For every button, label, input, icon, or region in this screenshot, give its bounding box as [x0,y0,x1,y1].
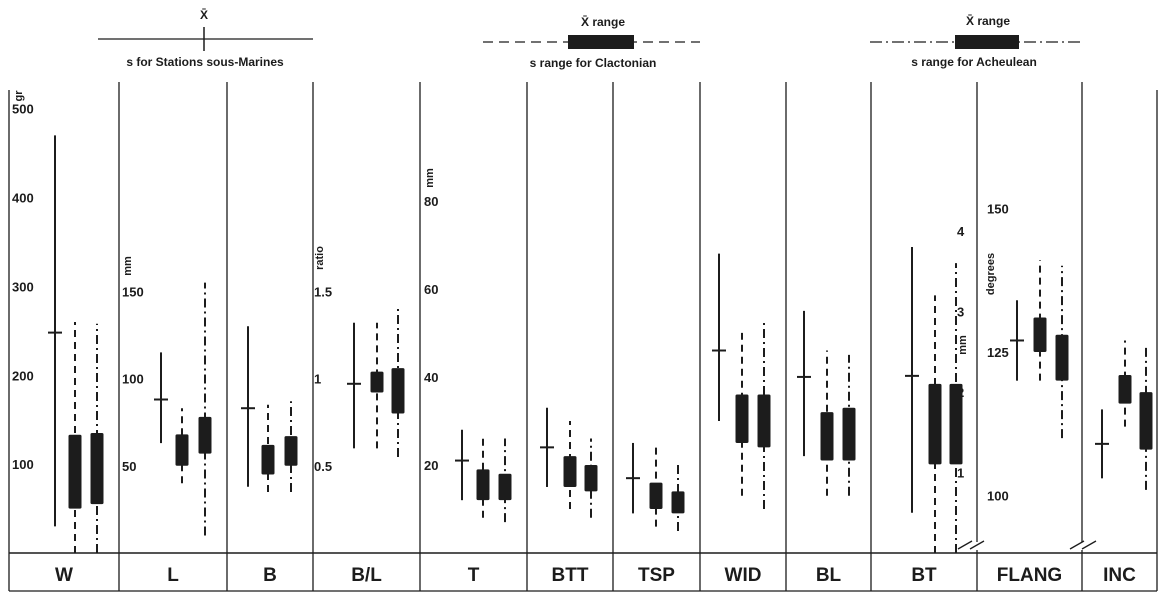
variable-label: B [263,565,277,586]
unit-label: mm [424,168,436,188]
axis-break-gap [1070,542,1098,550]
tick-label: 1.5 [314,284,332,299]
variable-label: W [55,565,73,586]
unit-label: mm [957,335,969,355]
tick-label: 100 [12,457,34,472]
clac-mean-box [735,394,749,443]
axis-break-mark [1081,540,1097,550]
clac-mean-box [370,371,384,393]
tick-label: 50 [122,459,136,474]
tick-label: 40 [424,370,438,385]
clac-mean-box [1033,317,1047,352]
ach-mean-box [198,416,212,454]
ach-mean-box [1055,334,1069,381]
ach-mean-box [498,473,512,501]
ach-mean-box [284,436,298,466]
ach-mean-box [584,464,598,492]
clac-mean-box [563,456,577,487]
unit-label: ratio [314,246,326,270]
ach-mean-box [842,407,856,461]
axis-break-mark [957,540,973,550]
tick-label: 4 [957,224,965,239]
variable-label: BL [816,565,842,586]
ach-mean-box [90,433,104,505]
variable-label: TSP [638,565,675,586]
tick-label: 1 [314,372,321,387]
clac-mean-box [175,434,189,466]
tick-label: 400 [12,191,34,206]
variable-label: BT [911,565,937,586]
legend-mean-box [568,35,634,49]
ach-mean-box [391,368,405,414]
clac-mean-box [649,482,663,509]
clac-mean-box [476,469,490,501]
tick-label: 20 [424,458,438,473]
tick-label: 0.5 [314,459,332,474]
axis-break-gap [958,542,986,550]
clac-mean-box [68,434,82,509]
legend-sd-label: s range for Acheulean [911,55,1037,69]
tick-label: 100 [122,372,144,387]
legend-mean-label: X̄ [200,8,208,22]
tick-label: 80 [424,194,438,209]
unit-label: gr [13,90,25,102]
ach-mean-box [1139,392,1153,450]
tick-label: 500 [12,102,34,117]
unit-label: mm [122,256,134,276]
tick-label: 125 [987,345,1009,360]
tick-label: 1 [957,465,964,480]
tick-label: 150 [987,201,1009,216]
legend-mean-label: X̄ range [581,15,625,29]
legend-sd-label: s range for Clactonian [530,56,657,70]
tick-label: 60 [424,282,438,297]
clac-mean-box [261,444,275,475]
variable-label: B/L [351,565,382,586]
legend-mean-box [955,35,1019,49]
ach-mean-box [757,394,771,448]
variable-label: INC [1103,565,1136,586]
tick-label: 150 [122,284,144,299]
legend-sd-label: s for Stations sous-Marines [126,55,284,69]
variable-label: WID [725,565,762,586]
tick-label: 3 [957,304,964,319]
legend-mean-label: X̄ range [966,14,1010,28]
clac-mean-box [1118,374,1132,404]
tick-label: 100 [987,489,1009,504]
variable-label: FLANG [997,565,1062,586]
clac-mean-box [928,383,942,465]
axis-break-mark [969,540,985,550]
variable-label: BTT [552,565,589,586]
axis-break-mark [1069,540,1085,550]
clac-mean-box [820,412,834,461]
ach-mean-box [671,491,685,514]
variable-label: T [468,565,480,586]
ach-mean-box [949,383,963,465]
unit-label: degrees [985,253,997,295]
variable-label: L [167,565,179,586]
tick-label: 200 [12,368,34,383]
tick-label: 300 [12,279,34,294]
